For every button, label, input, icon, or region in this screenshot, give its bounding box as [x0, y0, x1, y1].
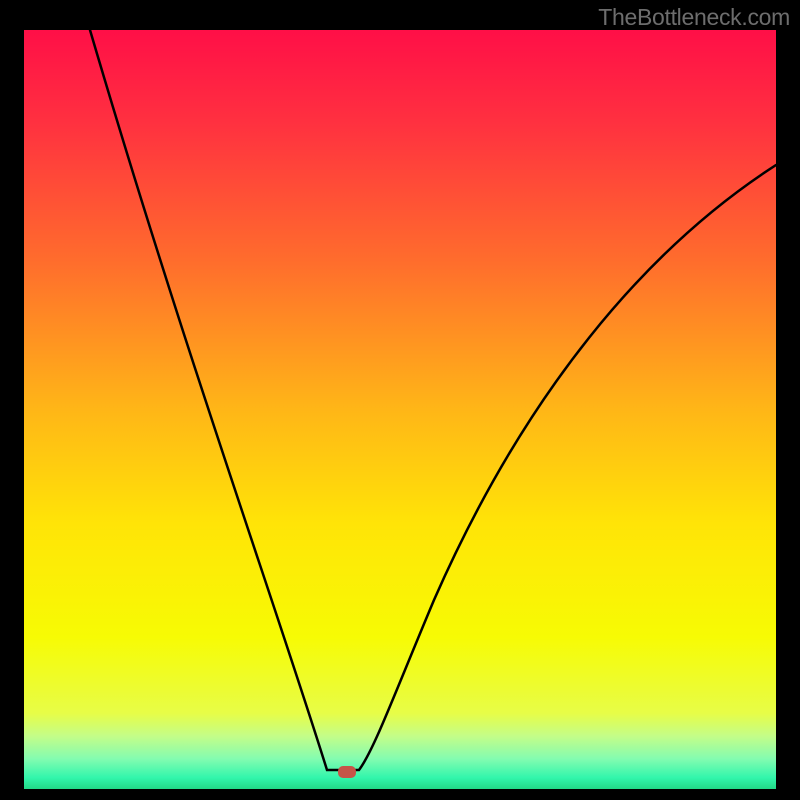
- watermark-text: TheBottleneck.com: [598, 4, 790, 31]
- bottleneck-curve: [24, 30, 776, 789]
- chart-plot-area: [24, 30, 776, 789]
- highlight-marker: [338, 766, 356, 778]
